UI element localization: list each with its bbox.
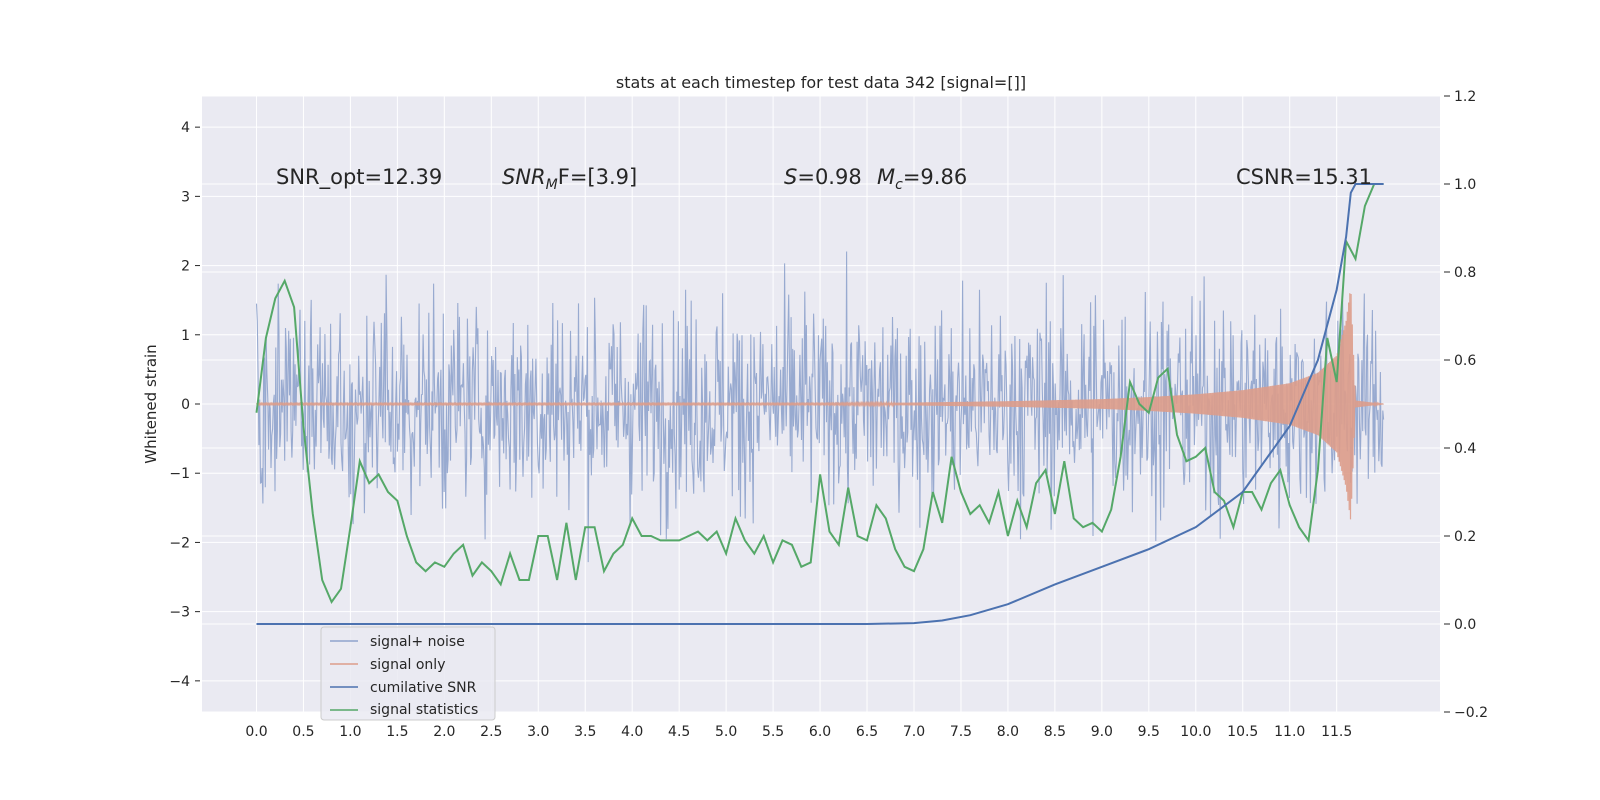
mc-value: =9.86	[903, 165, 967, 189]
x-tick-label: 6.5	[856, 724, 878, 740]
signal-series	[255, 293, 1384, 520]
x-tick-label: 9.0	[1091, 724, 1113, 740]
x-tick-label: 8.0	[997, 724, 1019, 740]
y-axis-label: Whitened strain	[142, 344, 160, 463]
x-tick-label: 5.0	[715, 724, 737, 740]
snr-mf-sub: M	[546, 177, 558, 193]
x-tick-label: 10.5	[1227, 724, 1258, 740]
signal-statistics-line	[255, 183, 1384, 605]
legend-label-statistics: signal statistics	[370, 702, 478, 718]
y-tick-label: 3	[181, 189, 190, 205]
x-tick-label: 0.0	[245, 724, 267, 740]
snr-mf-rest: F=[3.9]	[558, 165, 637, 189]
y2-tick-label: 1.2	[1454, 89, 1476, 105]
x-tick-label: 10.0	[1180, 724, 1211, 740]
x-tick-label: 9.5	[1138, 724, 1160, 740]
legend-box	[320, 626, 496, 721]
signal-only-line	[255, 293, 1384, 520]
legend-label-noise: signal+ noise	[370, 634, 465, 650]
x-tick-label: 5.5	[762, 724, 784, 740]
s-value: =0.98	[797, 165, 861, 189]
x-axis-ticks: 0.0 0.5 1.0 1.5 2.0 2.5 3.0 3.5 4.0 4.5 5.0 5.5 6.0 6…	[245, 724, 1352, 740]
snr-mf-main: SNR	[502, 165, 546, 189]
x-tick-label: 4.0	[621, 724, 643, 740]
x-tick-label: 6.0	[809, 724, 831, 740]
x-tick-label: 4.5	[668, 724, 690, 740]
annotation-csnr: CSNR=15.31	[1236, 165, 1372, 189]
y-tick-label: −4	[169, 674, 190, 690]
y-tick-label: 2	[181, 259, 190, 275]
x-tick-label: 8.5	[1044, 724, 1066, 740]
statistics-series	[255, 183, 1384, 605]
annotation-snr-mf: SNRMF=[3.9]	[502, 165, 637, 193]
x-tick-label: 7.0	[903, 724, 925, 740]
mc-sub: c	[895, 177, 903, 193]
y2-tick-label: 0.8	[1454, 265, 1476, 281]
y2-tick-label: 0.0	[1454, 617, 1476, 633]
legend-label-signal: signal only	[370, 657, 445, 673]
x-tick-label: 2.5	[480, 724, 502, 740]
y2-tick-label: 0.6	[1454, 353, 1476, 369]
annotation-s: S=0.98	[784, 165, 862, 189]
legend-label-cumulative: cumilative SNR	[370, 680, 477, 696]
chart-title: stats at each timestep for test data 342…	[616, 73, 1026, 92]
x-tick-label: 0.5	[292, 724, 314, 740]
x-tick-label: 7.5	[950, 724, 972, 740]
y-tick-label: −1	[169, 466, 190, 482]
legend: signal+ noise signal only cumilative SNR…	[320, 626, 496, 721]
x-tick-label: 3.5	[574, 724, 596, 740]
annotation-snr-opt: SNR_opt=12.39	[276, 165, 442, 190]
noise-series	[255, 251, 1385, 563]
y-tick-label: −3	[169, 605, 190, 621]
y2-tick-label: 0.2	[1454, 529, 1476, 545]
x-tick-label: 11.0	[1274, 724, 1305, 740]
y-tick-label: 4	[181, 120, 190, 136]
signal-plus-noise-line	[255, 251, 1385, 563]
x-tick-label: 11.5	[1321, 724, 1352, 740]
y2-tick-label: 1.0	[1454, 177, 1476, 193]
y-axis-ticks: 4 3 2 1 0 −1 −2 −3 −4	[169, 120, 200, 690]
x-tick-label: 2.0	[433, 724, 455, 740]
s-label: S	[784, 165, 797, 189]
annotation-mc: Mc=9.86	[877, 165, 967, 193]
y-tick-label: −2	[169, 535, 190, 551]
y-tick-label: 0	[181, 397, 190, 413]
cumulative-snr-line	[256, 183, 1384, 625]
y2-tick-label: −0.2	[1454, 705, 1488, 721]
y-tick-label: 1	[181, 328, 190, 344]
cumulative-series	[256, 183, 1384, 625]
x-tick-label: 1.0	[339, 724, 361, 740]
x-tick-label: 3.0	[527, 724, 549, 740]
y2-axis-ticks: 1.2 1.0 0.8 0.6 0.4 0.2 0.0 −0.2	[1444, 89, 1488, 721]
mc-label: M	[877, 165, 895, 189]
x-tick-label: 1.5	[386, 724, 408, 740]
y2-tick-label: 0.4	[1454, 441, 1476, 457]
